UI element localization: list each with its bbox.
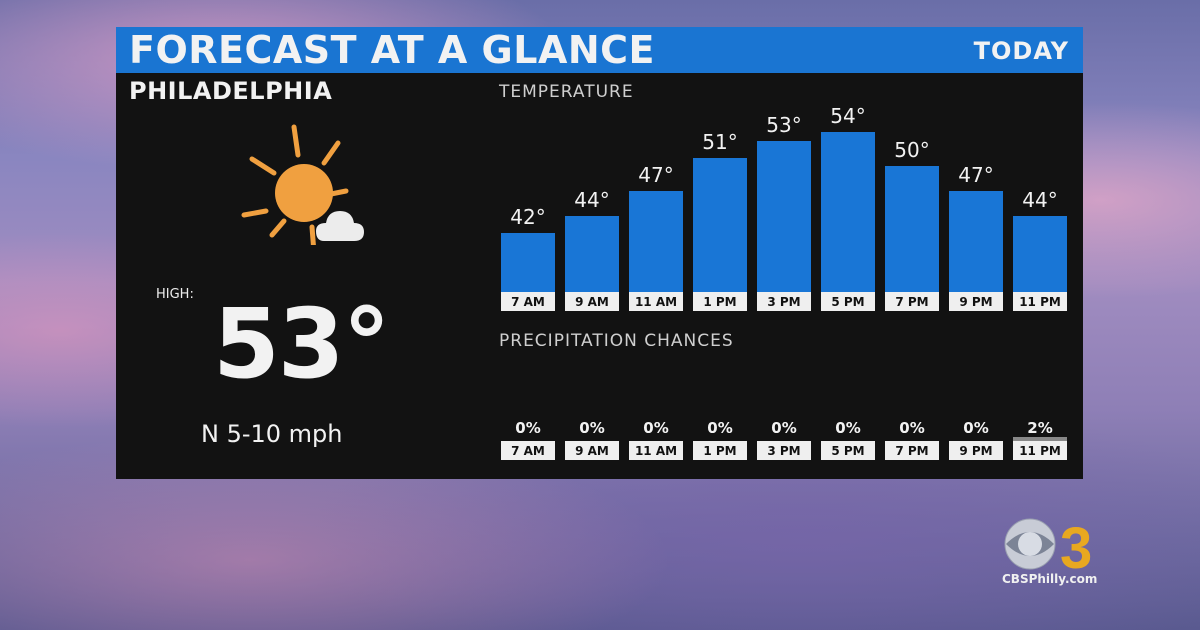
temperature-value: 44° [574, 188, 610, 213]
temperature-bar [1013, 216, 1067, 292]
temperature-bar [949, 191, 1003, 292]
temperature-value: 42° [510, 205, 546, 230]
high-label: HIGH: [156, 287, 194, 302]
precipitation-time-label: 11 AM [629, 441, 683, 460]
precipitation-value: 0% [835, 419, 861, 437]
precipitation-time-label: 3 PM [757, 441, 811, 460]
temperature-section-title: TEMPERATURE [499, 82, 634, 102]
precipitation-time-label: 7 PM [885, 441, 939, 460]
precipitation-value: 0% [771, 419, 797, 437]
precipitation-time-label: 9 PM [949, 441, 1003, 460]
temperature-value: 44° [1022, 188, 1058, 213]
precipitation-bar [1013, 437, 1067, 441]
header-bar: FORECAST AT A GLANCE TODAY [116, 27, 1083, 73]
temperature-bar [885, 166, 939, 292]
precipitation-value: 0% [707, 419, 733, 437]
temperature-time-label: 5 PM [821, 292, 875, 311]
temperature-bar [565, 216, 619, 292]
temperature-value: 54° [830, 104, 866, 129]
temperature-time-label: 9 AM [565, 292, 619, 311]
temperature-value: 47° [958, 163, 994, 188]
sun-with-cloud-icon [241, 124, 364, 245]
temperature-value: 47° [638, 163, 674, 188]
temperature-value: 51° [702, 129, 738, 154]
temperature-bar [629, 191, 683, 292]
period-label: TODAY [973, 37, 1069, 65]
temperature-bar [821, 132, 875, 292]
temperature-value: 50° [894, 138, 930, 162]
temperature-time-label: 3 PM [757, 292, 811, 311]
high-temperature: 53° [213, 288, 391, 400]
station-url: CBSPhilly.com [1002, 572, 1098, 586]
temperature-value: 53° [766, 112, 802, 137]
precipitation-value: 0% [579, 419, 605, 437]
precipitation-value: 0% [643, 419, 669, 437]
svg-text:3: 3 [1060, 516, 1092, 581]
precipitation-value: 0% [963, 419, 989, 437]
precipitation-time-label: 7 AM [501, 441, 555, 460]
temperature-bar [757, 140, 811, 292]
precipitation-time-label: 5 PM [821, 441, 875, 460]
cbs-logo-icon: 3 [1004, 516, 1092, 581]
temperature-time-label: 11 PM [1013, 292, 1067, 311]
precipitation-value: 0% [899, 419, 925, 437]
page-title: FORECAST AT A GLANCE [129, 28, 656, 72]
precipitation-section-title: PRECIPITATION CHANCES [499, 331, 734, 351]
wind-info: N 5-10 mph [201, 420, 343, 448]
temperature-time-label: 1 PM [693, 292, 747, 311]
temperature-time-label: 7 AM [501, 292, 555, 311]
temperature-time-label: 11 AM [629, 292, 683, 311]
precipitation-time-label: 11 PM [1013, 441, 1067, 460]
temperature-time-label: 9 PM [949, 292, 1003, 311]
precipitation-time-label: 1 PM [693, 441, 747, 460]
location-name: PHILADELPHIA [129, 77, 333, 105]
temperature-bar [501, 233, 555, 292]
precipitation-time-label: 9 AM [565, 441, 619, 460]
forecast-panel: FORECAST AT A GLANCE TODAY PHILADELPHIA … [116, 27, 1083, 479]
temperature-bar [693, 157, 747, 292]
temperature-time-label: 7 PM [885, 292, 939, 311]
precipitation-value: 2% [1027, 419, 1053, 437]
precipitation-value: 0% [515, 419, 541, 437]
